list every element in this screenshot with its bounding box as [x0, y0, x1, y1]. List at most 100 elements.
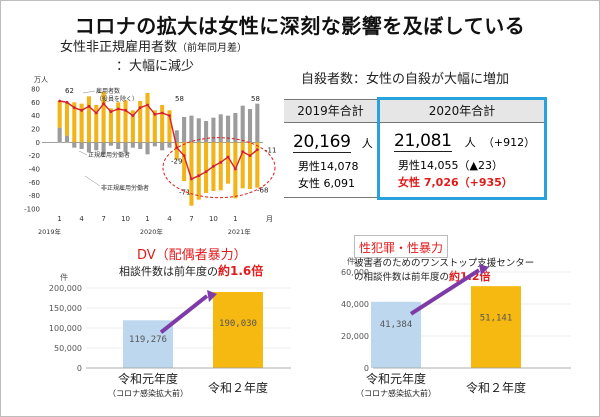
employment-year-label: 2020年: [140, 227, 164, 236]
sexual-increase-arrowhead: [479, 264, 489, 276]
nonregular-bar: [218, 142, 223, 191]
employment-xtick-label: 10: [121, 215, 130, 223]
legend-regular-leader: [78, 150, 88, 156]
employment-xtick-label: 7: [189, 215, 193, 223]
suicide-2020-total-row: 21,081 人 （+912）: [394, 131, 535, 152]
nonregular-bar: [189, 142, 194, 206]
nonregular-bar: [64, 102, 70, 136]
dv-ytick-label: 200,000: [49, 284, 82, 293]
nonregular-bar: [196, 142, 201, 200]
employment-year-label: 2019年: [38, 227, 62, 236]
sexual-category-1: 令和元年度: [366, 371, 426, 386]
employment-ytick-label: -60: [29, 179, 40, 187]
nonregular-bar: [108, 108, 113, 143]
regular-bar: [108, 142, 113, 146]
sexual-ytick-label: 40,000: [341, 300, 369, 309]
employment-xtick-label: 7: [101, 215, 105, 223]
suicide-2020-box: 2020年合計 21,081 人 （+912） 男性14,055（▲23） 女性…: [377, 97, 547, 200]
employed-total-point: [124, 108, 127, 112]
suicide-2019-unit: 人: [361, 137, 373, 150]
employed-total-point: [160, 111, 164, 115]
sexual-desc: 被害者のためのワンストップ支援センター: [354, 258, 535, 269]
regular-bar: [130, 142, 135, 148]
nonregular-bar: [255, 142, 260, 188]
nonregular-bar: [204, 142, 209, 193]
sexual-title-box: 性犯罪・性暴力: [354, 235, 449, 258]
regular-bar: [204, 121, 209, 143]
regular-bar: [57, 127, 62, 143]
dv-category-1: 令和元年度: [118, 371, 178, 386]
employed-total-point: [226, 155, 230, 159]
regular-bar: [196, 118, 201, 143]
dv-subtitle: 相談件数は前年度の約1.6倍: [119, 262, 263, 279]
suicide-2020-total: 21,081: [394, 131, 452, 152]
suicide-2020-header: 2020年合計: [380, 100, 544, 123]
sexual-unit-label: 件: [347, 256, 355, 266]
nonregular-bar: [72, 102, 77, 143]
nonregular-bar: [167, 110, 172, 143]
dv-value-label-1: 119,276: [129, 335, 167, 345]
regular-bar: [226, 115, 231, 143]
nonregular-bar: [130, 110, 135, 143]
regular-bar: [94, 142, 99, 151]
nonregular-bar: [182, 142, 187, 181]
annotation-58-b: 58: [251, 95, 260, 103]
legend-employed: 雇用者数: [96, 87, 120, 95]
employed-total-point: [116, 107, 120, 111]
employed-total-point: [197, 174, 201, 178]
suicide-2019-male: 男性14,078: [298, 160, 359, 173]
dv-title: DV（配偶者暴力）: [137, 248, 247, 263]
nonregular-bar: [123, 100, 128, 143]
employment-xtick-label: 10: [209, 215, 218, 223]
employment-ytick-label: -100: [24, 206, 40, 214]
employment-ytick-label: -80: [29, 192, 40, 200]
regular-bar: [233, 113, 238, 143]
employment-ytick-label: 80: [31, 86, 40, 94]
regular-bar: [152, 142, 157, 147]
sexual-category-1-note: （コロナ感染拡大前）: [356, 388, 436, 398]
dv-value-label-2: 190,030: [219, 319, 257, 329]
employment-xtick-label: 1: [233, 215, 237, 223]
dv-subtitle-pre: 相談件数は前年度の: [119, 265, 218, 278]
sexual-subtitle-pre: の相談件数は前年度の: [354, 272, 450, 283]
dv-chart: 件 200,000 150,000 100,000 50,000 0 119,276 190,…: [49, 272, 291, 398]
employment-chart-subtitle: ：大幅に減少: [116, 59, 195, 74]
dv-increase-arrow: [159, 294, 209, 334]
employed-total-point: [248, 154, 252, 158]
sexual-category-2: 令和２年度: [466, 380, 526, 395]
legend-nonregular: 非正規雇用労働者: [101, 184, 149, 192]
regular-bar: [167, 142, 172, 148]
employment-ytick-label: -40: [29, 166, 40, 174]
legend-nonregular-leader: [84, 175, 101, 187]
nonregular-bar: [247, 142, 253, 189]
annotation-minus-71: -71: [179, 189, 190, 197]
nonregular-bar: [160, 105, 165, 143]
nonregular-bar: [101, 91, 106, 143]
sexual-ytick-label: 0: [364, 364, 369, 373]
suicide-title: 自殺者数：女性の自殺が大幅に増加: [301, 72, 510, 87]
regular-bar: [255, 103, 260, 143]
employed-total-point: [182, 154, 186, 158]
nonregular-bar: [152, 110, 157, 143]
slide-title: コロナの拡大は女性に深刻な影響を及ぼしている: [74, 14, 526, 38]
employment-xtick-label: 1: [145, 215, 149, 223]
dv-category-1-note: （コロナ感染拡大前）: [108, 388, 188, 398]
suicide-2019-box: 2019年合計 20,169 人 男性14,078 女性 6,091: [284, 99, 377, 198]
employment-x-month-label: 月: [266, 215, 273, 223]
employment-chart-title-note: （前年同月差）: [177, 43, 248, 54]
dv-ytick-label: 0: [77, 364, 82, 373]
annotation-minus-29: -29: [171, 158, 182, 166]
regular-bar: [72, 142, 77, 148]
suicide-2020-unit: 人: [464, 136, 476, 149]
employment-xtick-label: 1: [57, 215, 61, 223]
employed-total-point: [94, 111, 98, 115]
employment-ytick-label: 20: [31, 126, 40, 134]
sexual-ytick-label: 60,000: [341, 268, 369, 277]
dv-ytick-label: 50,000: [54, 344, 82, 353]
nonregular-bar: [57, 101, 62, 128]
employed-total-point: [138, 106, 142, 110]
employed-total-point: [58, 99, 62, 103]
employment-ytick-label: 40: [31, 112, 40, 120]
employed-total-point: [72, 106, 76, 110]
